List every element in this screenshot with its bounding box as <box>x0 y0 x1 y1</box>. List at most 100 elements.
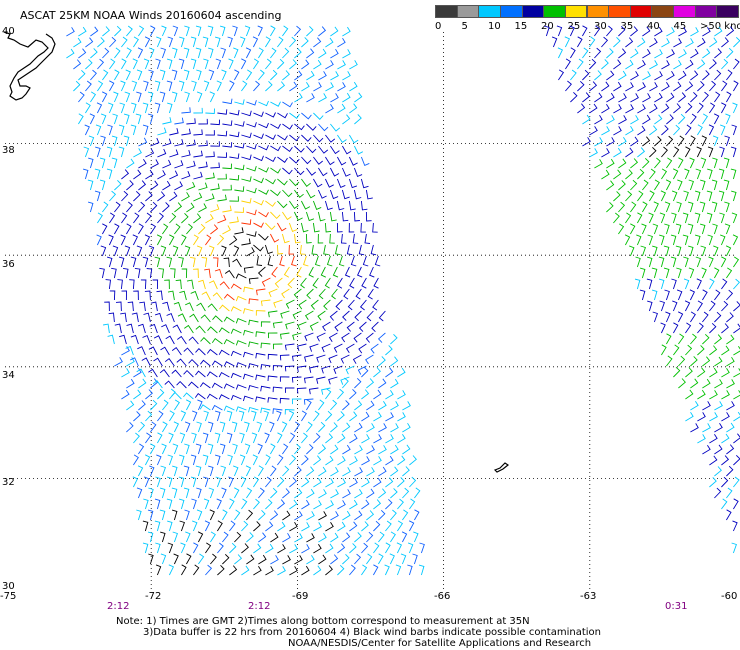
wind-barb <box>120 80 126 92</box>
wind-barb <box>646 278 653 290</box>
wind-barb <box>731 124 737 136</box>
wind-barb <box>721 433 730 444</box>
wind-barb <box>678 70 687 81</box>
wind-barb <box>166 80 173 92</box>
wind-barb <box>217 173 227 180</box>
wind-barb <box>223 383 235 389</box>
wind-barb <box>235 362 247 368</box>
wind-barb <box>136 245 143 257</box>
wind-barb <box>719 212 725 224</box>
wind-barb <box>183 369 194 378</box>
wind-barb <box>271 266 278 278</box>
wind-barb <box>373 456 382 466</box>
wind-barb <box>306 466 315 477</box>
wind-barb <box>172 245 179 257</box>
wind-barb <box>349 60 358 70</box>
wind-barb <box>361 434 370 444</box>
wind-barb <box>205 542 212 554</box>
wind-barb <box>245 465 252 477</box>
wind-barb <box>186 553 192 565</box>
wind-barb <box>661 81 670 92</box>
wind-barb <box>291 255 297 267</box>
wind-barb <box>630 201 637 213</box>
wind-barb <box>206 371 218 378</box>
wind-barb <box>330 444 339 455</box>
wind-barb <box>733 411 740 422</box>
wind-barb <box>613 169 622 180</box>
wind-barb <box>613 126 622 136</box>
wind-barb <box>407 564 413 576</box>
wind-barb <box>277 432 283 444</box>
wind-barb <box>138 421 146 433</box>
wind-barb <box>654 157 661 169</box>
wind-barb <box>138 201 146 213</box>
wind-barb <box>222 163 232 170</box>
wind-barb <box>241 176 252 182</box>
wind-barb <box>95 124 102 136</box>
wind-barb <box>325 410 333 422</box>
lon-label-75: -75 <box>0 591 17 602</box>
wind-barb <box>160 531 166 543</box>
wind-barb <box>121 58 127 70</box>
wind-barb <box>325 134 336 143</box>
pass-time-1: 2:12 <box>107 601 130 612</box>
wind-barb <box>289 432 296 444</box>
wind-barb <box>306 399 312 411</box>
wind-barb <box>121 389 130 400</box>
wind-barb <box>730 168 737 180</box>
wind-barb <box>330 399 338 411</box>
wind-barb <box>690 333 697 345</box>
wind-barb <box>253 155 264 162</box>
wind-barb <box>726 444 735 455</box>
wind-barb <box>164 380 175 389</box>
wind-barb <box>159 487 166 499</box>
wind-barb <box>288 410 295 422</box>
wind-barb <box>150 443 156 455</box>
wind-barb <box>234 531 242 543</box>
wind-barb <box>342 400 350 411</box>
wind-barb <box>227 454 233 466</box>
wind-barb <box>312 277 319 289</box>
wind-barb <box>246 187 257 194</box>
wind-barb <box>78 91 85 103</box>
wind-barb <box>218 394 230 400</box>
wind-barb <box>726 47 734 59</box>
wind-barb <box>171 487 178 499</box>
wind-barb <box>342 553 350 565</box>
wind-barb <box>281 421 288 433</box>
wind-barb <box>625 190 633 202</box>
wind-barb <box>658 278 665 290</box>
wind-barb <box>690 423 699 433</box>
wind-barb <box>349 433 358 444</box>
lat-label-30: 30 <box>2 581 15 592</box>
wind-barb <box>126 47 132 59</box>
wind-barb <box>660 190 667 202</box>
wind-barb <box>234 164 245 171</box>
wind-barb <box>647 234 653 246</box>
wind-barb <box>402 466 410 477</box>
wind-barb <box>178 80 185 92</box>
wind-barb <box>709 102 716 114</box>
wind-barb <box>330 532 339 543</box>
wind-barb <box>210 162 220 169</box>
wind-barb <box>618 136 627 147</box>
wind-barb <box>246 247 255 257</box>
wind-barb <box>329 167 340 177</box>
wind-barb <box>732 102 738 114</box>
wind-barb <box>137 346 146 356</box>
wind-barb <box>162 138 172 147</box>
wind-barb <box>85 80 92 92</box>
wind-barb <box>176 358 187 367</box>
wind-barb <box>652 311 658 323</box>
wind-barbs <box>66 25 740 576</box>
wind-barb <box>366 400 375 411</box>
wind-barb <box>219 25 226 37</box>
wind-barb <box>328 332 338 342</box>
wind-barb <box>714 444 723 455</box>
wind-barb <box>349 134 359 144</box>
wind-barb <box>123 267 129 279</box>
wind-barb <box>661 103 670 114</box>
wind-barb <box>165 335 175 345</box>
wind-barb <box>711 201 718 213</box>
